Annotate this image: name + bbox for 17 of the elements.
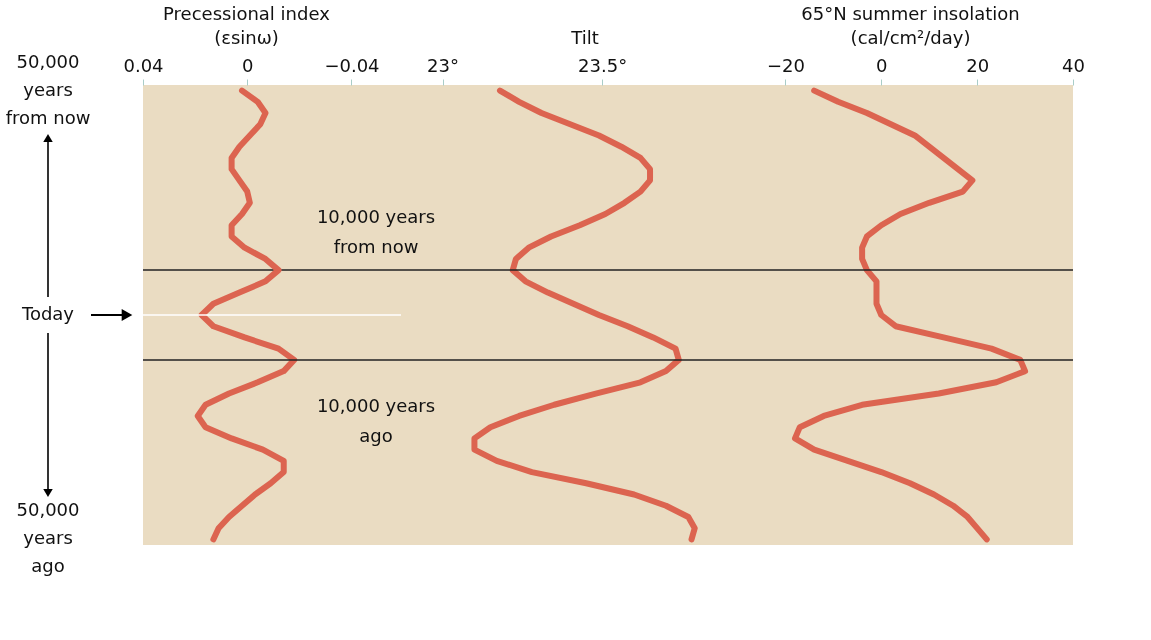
x-tick-label: −0.04 — [324, 54, 380, 76]
x-tick-label: 0 — [242, 54, 254, 76]
x-tick-label: −20 — [766, 54, 805, 76]
x-tick-label: 23° — [427, 54, 459, 76]
x-tick-label: 20 — [966, 54, 990, 76]
x-tick-label: 0.04 — [123, 54, 164, 76]
x-axis-title: Tilt — [570, 26, 599, 48]
x-tick-label: 23.5° — [578, 54, 628, 76]
y-tick-label: Today — [20, 303, 75, 324]
x-tick-label: 40 — [1062, 54, 1085, 76]
x-tick-label: 0 — [876, 54, 888, 76]
y-tick-label: 50,000 years ago — [16, 499, 80, 577]
annotation: 10,000 years from now — [316, 206, 436, 258]
x-axis-title: 65°N summer insolation (cal/cm²/day) — [801, 2, 1020, 48]
annotation: 10,000 years ago — [316, 395, 436, 446]
y-tick-label: 50,000 years from now — [5, 50, 91, 128]
x-axis-title: Precessional index (εsinω) — [163, 2, 331, 48]
